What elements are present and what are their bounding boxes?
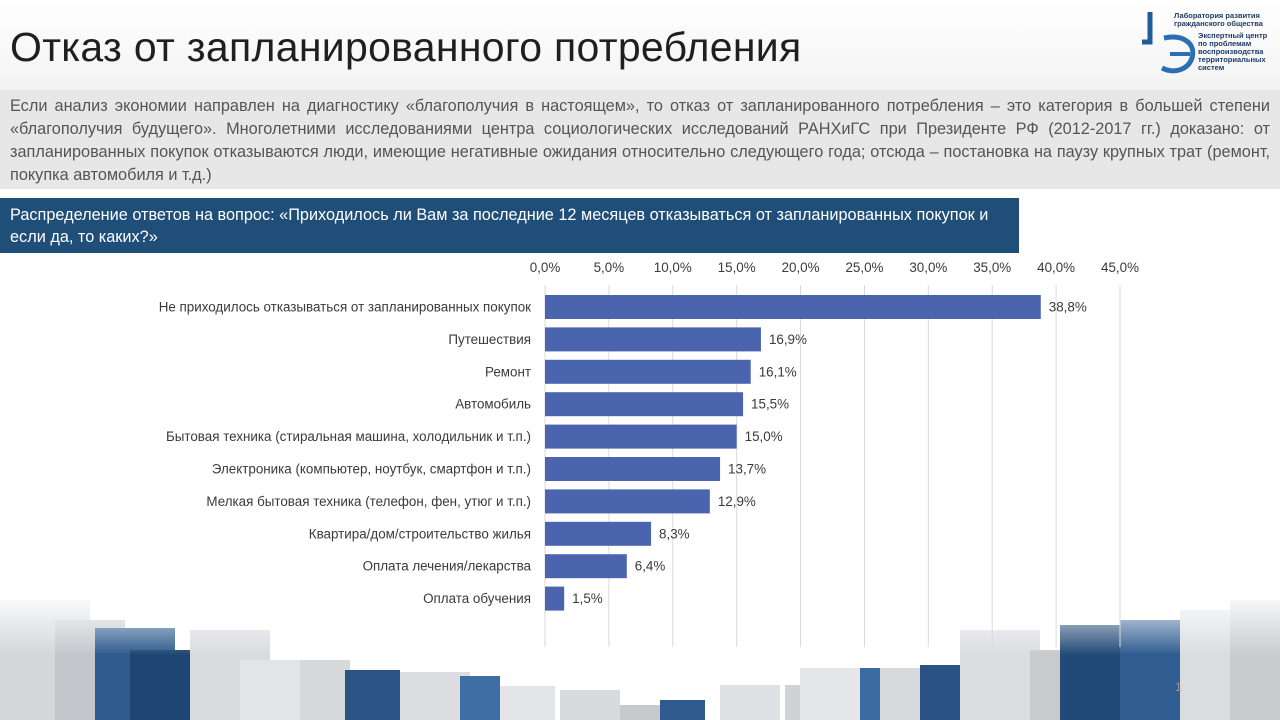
x-tick-label: 40,0% [1037, 260, 1075, 275]
data-label: 15,5% [751, 397, 789, 412]
logo-text-5: воспроизводства [1198, 47, 1264, 56]
x-tick-label: 30,0% [909, 260, 947, 275]
x-tick-label: 25,0% [845, 260, 883, 275]
data-label: 15,0% [745, 429, 783, 444]
category-label: Квартира/дом/строительство жилья [309, 526, 531, 541]
x-tick-label: 10,0% [654, 260, 692, 275]
category-label: Оплата обучения [423, 591, 531, 606]
data-label: 6,4% [635, 559, 666, 574]
bar [545, 359, 751, 384]
logo: Лаборатория развития гражданского общест… [1136, 8, 1276, 80]
category-label: Мелкая бытовая техника (телефон, фен, ут… [206, 494, 531, 509]
x-tick-label: 15,0% [718, 260, 756, 275]
data-label: 1,5% [572, 591, 603, 606]
bar [545, 457, 721, 481]
bar-chart: 0,0% 5,0% 10,0% 15,0% 20,0% 25,0% 30,0% 35,0% 40… [159, 260, 1139, 647]
bar [545, 554, 627, 579]
bar [545, 424, 737, 449]
x-tick-label: 5,0% [594, 260, 625, 275]
category-label: Не приходилось отказываться от запланиро… [159, 300, 531, 315]
x-tick-label: 35,0% [973, 260, 1011, 275]
data-label: 16,1% [759, 364, 797, 379]
logo-text-6: территориальных [1198, 55, 1266, 64]
data-label: 38,8% [1049, 300, 1087, 315]
data-label: 13,7% [728, 462, 766, 477]
bar [545, 586, 565, 611]
bar [545, 295, 1041, 319]
question-banner: Распределение ответов на вопрос: «Приход… [0, 198, 1019, 253]
logo-text-1: Лаборатория развития [1174, 11, 1260, 20]
bar [545, 521, 652, 546]
footer-cubes-decoration [0, 590, 1280, 720]
category-label: Электроника (компьютер, ноутбук, смартфо… [212, 462, 531, 477]
category-label: Оплата лечения/лекарства [363, 559, 532, 574]
logo-text-4: по проблемам [1198, 39, 1252, 48]
x-tick-label: 20,0% [782, 260, 820, 275]
page-title: Отказ от запланированного потребления [10, 24, 802, 70]
category-label: Путешествия [448, 332, 531, 347]
category-label: Автомобиль [455, 397, 531, 412]
x-tick-label: 45,0% [1101, 260, 1139, 275]
data-label: 8,3% [659, 526, 690, 541]
data-label: 16,9% [769, 332, 807, 347]
logo-text-7: систем [1198, 63, 1225, 72]
logo-text-3: Экспертный центр [1198, 31, 1268, 40]
bar [545, 392, 744, 417]
intro-panel: Если анализ экономии направлен на диагно… [0, 90, 1280, 189]
category-label: Ремонт [485, 364, 531, 379]
bar [545, 327, 761, 352]
logo-mark-icon [1142, 12, 1196, 74]
bar [545, 489, 710, 514]
logo-text-2: гражданского общества [1174, 19, 1263, 28]
page-number: 1 [1175, 680, 1182, 694]
intro-text: Если анализ экономии направлен на диагно… [10, 97, 1270, 184]
x-tick-label: 0,0% [530, 260, 561, 275]
title-bar: Отказ от запланированного потребления Ла… [0, 0, 1280, 90]
category-label: Бытовая техника (стиральная машина, холо… [166, 429, 531, 444]
data-label: 12,9% [718, 494, 756, 509]
